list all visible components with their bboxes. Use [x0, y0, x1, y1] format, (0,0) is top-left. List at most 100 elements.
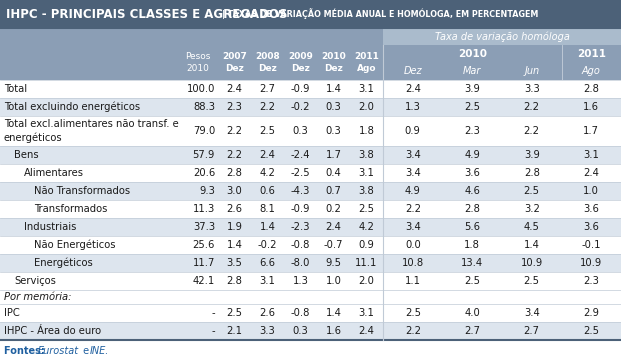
Text: 10.9: 10.9: [520, 258, 543, 268]
Bar: [0, 236, 621, 254]
Text: 3.4: 3.4: [405, 150, 420, 160]
Text: 3.1: 3.1: [260, 276, 276, 286]
Text: Jun: Jun: [524, 66, 539, 77]
Bar: [0, 146, 621, 164]
Text: 2.5: 2.5: [524, 186, 540, 196]
Text: 2.7: 2.7: [465, 326, 480, 336]
Text: Ago: Ago: [582, 66, 601, 77]
Text: 2.8: 2.8: [227, 276, 242, 286]
Text: -: -: [211, 308, 215, 318]
Text: 3.4: 3.4: [524, 308, 540, 318]
Bar: [0, 254, 621, 272]
Bar: [0, 0, 621, 28]
Text: 0.3: 0.3: [325, 102, 342, 112]
Text: 79.0: 79.0: [193, 126, 215, 136]
Text: 2.8: 2.8: [227, 168, 242, 178]
Text: Pesos
2010: Pesos 2010: [185, 52, 211, 73]
Text: 2.7: 2.7: [260, 84, 276, 94]
Text: 0.3: 0.3: [292, 326, 309, 336]
Text: 4.9: 4.9: [405, 186, 420, 196]
Text: 2.5: 2.5: [260, 126, 276, 136]
Text: 0.9: 0.9: [358, 240, 374, 250]
Text: 37.3: 37.3: [193, 222, 215, 232]
Text: 10.8: 10.8: [402, 258, 424, 268]
Text: Bens: Bens: [14, 150, 39, 160]
Text: Energéticos: Energéticos: [34, 258, 93, 268]
Text: Dez: Dez: [404, 66, 422, 77]
Bar: [0, 200, 621, 218]
Text: 1.7: 1.7: [583, 126, 599, 136]
Text: e: e: [80, 346, 93, 356]
Text: 0.2: 0.2: [325, 204, 342, 214]
Text: 9.5: 9.5: [325, 258, 342, 268]
Text: -2.3: -2.3: [291, 222, 310, 232]
Text: Serviços: Serviços: [14, 276, 56, 286]
Bar: [0, 272, 621, 290]
Text: 3.9: 3.9: [524, 150, 540, 160]
Text: 1.8: 1.8: [465, 240, 480, 250]
Text: 100.0: 100.0: [187, 84, 215, 94]
Text: 2.8: 2.8: [583, 84, 599, 94]
Text: 3.6: 3.6: [465, 168, 480, 178]
Text: 2.2: 2.2: [227, 150, 242, 160]
Text: 2.4: 2.4: [227, 84, 242, 94]
Text: -0.1: -0.1: [581, 240, 601, 250]
Text: 1.1: 1.1: [405, 276, 421, 286]
Bar: [0, 182, 621, 200]
Text: 2.3: 2.3: [465, 126, 480, 136]
Text: 2.6: 2.6: [260, 308, 276, 318]
Text: 3.9: 3.9: [465, 84, 480, 94]
Text: Alimentares: Alimentares: [24, 168, 84, 178]
Text: 2008
Dez: 2008 Dez: [255, 52, 280, 73]
Bar: [0, 28, 621, 80]
Text: 2.5: 2.5: [227, 308, 242, 318]
Text: 3.8: 3.8: [358, 150, 374, 160]
Text: 2.5: 2.5: [524, 276, 540, 286]
Text: 3.4: 3.4: [405, 222, 420, 232]
Text: 2.1: 2.1: [227, 326, 242, 336]
Text: IHPC - Área do euro: IHPC - Área do euro: [4, 326, 101, 336]
Text: 10.9: 10.9: [580, 258, 602, 268]
Text: 2010
Dez: 2010 Dez: [321, 52, 346, 73]
Text: Mar: Mar: [463, 66, 481, 77]
Bar: [0, 80, 621, 98]
Text: 4.2: 4.2: [260, 168, 276, 178]
Text: Não Transformados: Não Transformados: [34, 186, 130, 196]
Text: 2.8: 2.8: [524, 168, 540, 178]
Text: 3.1: 3.1: [358, 308, 374, 318]
Text: -0.9: -0.9: [291, 84, 310, 94]
Text: 9.3: 9.3: [199, 186, 215, 196]
Text: 4.5: 4.5: [524, 222, 540, 232]
Bar: [0, 218, 621, 236]
Text: 1.3: 1.3: [292, 276, 309, 286]
Text: 1.0: 1.0: [325, 276, 342, 286]
Text: 88.3: 88.3: [193, 102, 215, 112]
Text: 2007
Dez: 2007 Dez: [222, 52, 247, 73]
Text: 1.8: 1.8: [358, 126, 374, 136]
Text: Não Energéticos: Não Energéticos: [34, 240, 116, 250]
Text: 3.8: 3.8: [358, 186, 374, 196]
Text: Fontes:: Fontes:: [4, 346, 48, 356]
Bar: [0, 116, 621, 146]
Text: 4.6: 4.6: [465, 186, 480, 196]
Text: -8.0: -8.0: [291, 258, 310, 268]
Text: 1.6: 1.6: [583, 102, 599, 112]
Text: 3.2: 3.2: [524, 204, 540, 214]
Text: 3.6: 3.6: [583, 222, 599, 232]
Text: Total excl.alimentares não transf. e
energéticos: Total excl.alimentares não transf. e ene…: [4, 119, 179, 143]
Text: 2.2: 2.2: [524, 126, 540, 136]
Text: -: -: [211, 326, 215, 336]
Text: 3.0: 3.0: [227, 186, 242, 196]
Text: 0.3: 0.3: [325, 126, 342, 136]
Text: 0.3: 0.3: [292, 126, 309, 136]
Text: 3.3: 3.3: [524, 84, 540, 94]
Text: -0.8: -0.8: [291, 308, 310, 318]
Bar: [0, 290, 621, 304]
Text: Eurostat: Eurostat: [38, 346, 79, 356]
Text: 2.5: 2.5: [465, 276, 480, 286]
Bar: [0, 98, 621, 116]
Text: 20.6: 20.6: [193, 168, 215, 178]
Text: 2010: 2010: [458, 49, 487, 59]
Text: -2.4: -2.4: [291, 150, 310, 160]
Text: 3.3: 3.3: [260, 326, 275, 336]
